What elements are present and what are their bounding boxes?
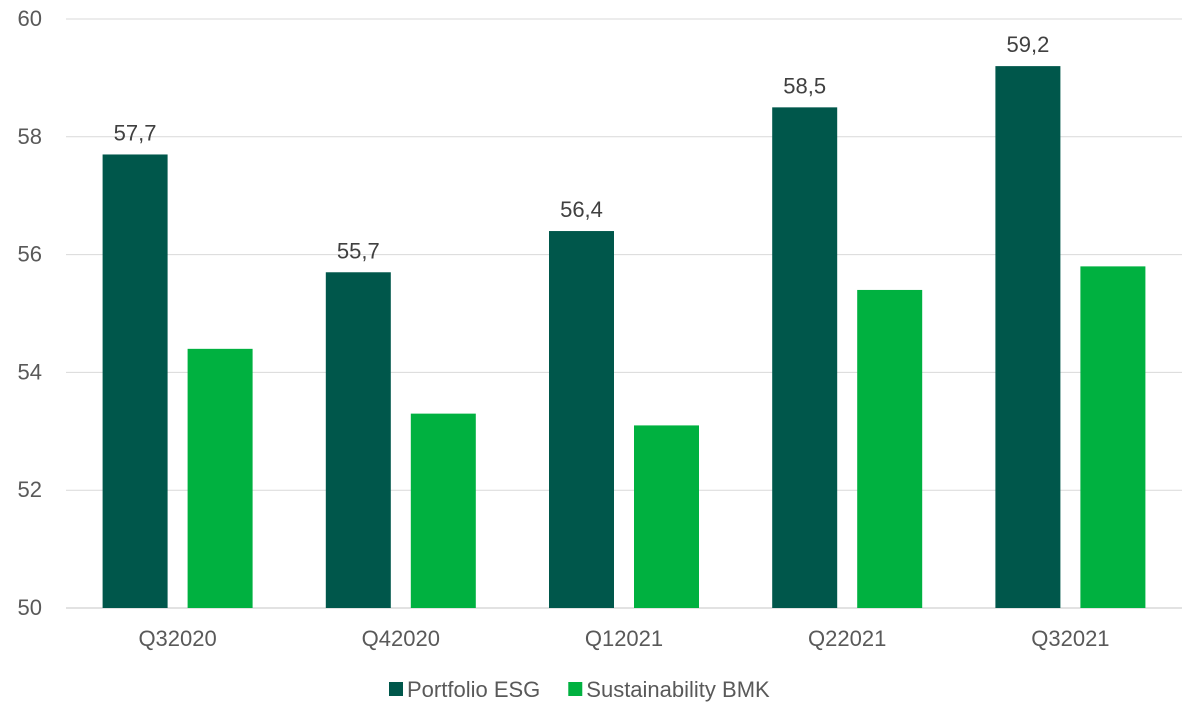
data-label: 55,7 [337, 238, 380, 263]
legend-swatch [389, 682, 403, 696]
x-axis-ticks: Q32020 Q42020 Q12021 Q22021 Q32021 [138, 626, 1109, 651]
data-label: 59,2 [1006, 32, 1049, 57]
x-tick-label: Q32020 [138, 626, 216, 651]
data-labels: 57,7 55,7 56,4 58,5 59,2 [114, 32, 1050, 263]
bar-sustainability-bmk [857, 289, 923, 608]
y-tick-label: 52 [18, 477, 42, 502]
legend-label: Portfolio ESG [407, 677, 540, 702]
bar-portfolio-esg [772, 107, 838, 608]
x-tick-label: Q22021 [808, 626, 886, 651]
legend-swatch [568, 682, 583, 696]
data-label: 57,7 [114, 120, 157, 145]
y-tick-label: 58 [18, 124, 42, 149]
data-label: 56,4 [560, 197, 603, 222]
bar-sustainability-bmk [634, 425, 699, 608]
bar-sustainability-bmk [1080, 266, 1146, 608]
data-label: 58,5 [783, 73, 826, 98]
y-tick-label: 60 [18, 6, 42, 31]
x-tick-label: Q42020 [362, 626, 440, 651]
bar-portfolio-esg [549, 231, 614, 609]
bar-portfolio-esg [102, 154, 168, 608]
y-tick-label: 54 [18, 359, 42, 384]
y-tick-label: 56 [18, 242, 42, 267]
legend: Portfolio ESG Sustainability BMK [389, 677, 770, 702]
bar-sustainability-bmk [187, 348, 253, 608]
y-tick-label: 50 [18, 595, 42, 620]
x-tick-label: Q12021 [585, 626, 663, 651]
bars [102, 66, 1146, 609]
legend-label: Sustainability BMK [586, 677, 770, 702]
y-axis-ticks: 50 52 54 56 58 60 [18, 6, 42, 620]
bar-sustainability-bmk [410, 413, 476, 608]
bar-portfolio-esg [325, 272, 391, 608]
bar-portfolio-esg [995, 66, 1061, 609]
x-tick-label: Q32021 [1031, 626, 1109, 651]
